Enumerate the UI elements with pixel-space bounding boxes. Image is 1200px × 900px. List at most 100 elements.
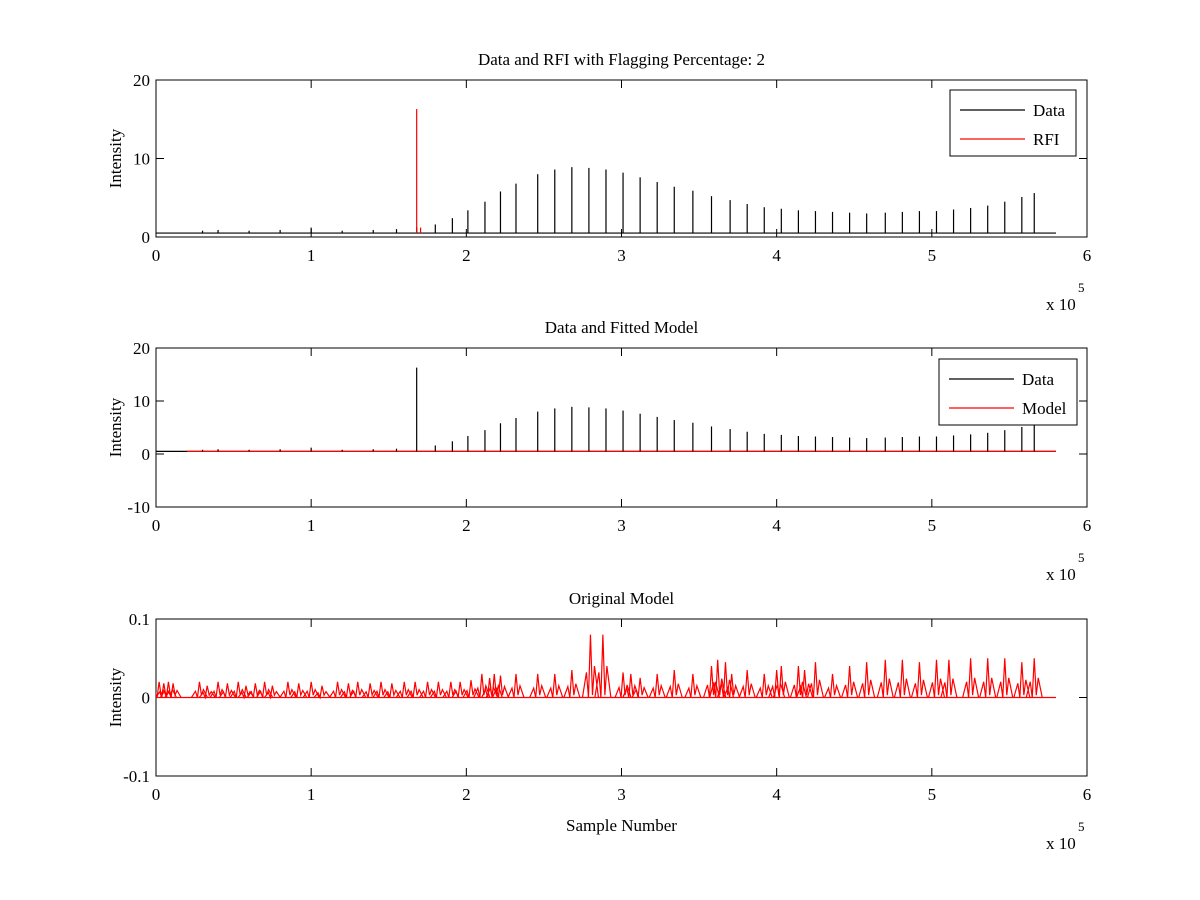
y-axis-label: Intensity	[106, 128, 125, 188]
y-tick-label: -10	[127, 498, 150, 517]
model-spike	[237, 685, 255, 700]
x-tick-label: 5	[928, 246, 937, 265]
model-spike	[979, 658, 997, 698]
model-spike	[372, 681, 390, 698]
model-spike	[841, 666, 859, 698]
model-spike	[1013, 662, 1031, 698]
model-spike	[229, 681, 247, 698]
legend-box	[949, 89, 1077, 157]
model-spike	[263, 685, 281, 700]
model-spike	[313, 685, 331, 700]
model-spike	[329, 681, 347, 698]
x-tick-label: 3	[617, 516, 626, 535]
model-spike	[806, 662, 825, 698]
model-spike	[485, 673, 503, 698]
model-spike	[256, 681, 274, 698]
model-spike	[546, 673, 564, 698]
y-tick-label: 0	[142, 228, 151, 247]
model-spike	[684, 673, 702, 698]
model-spike	[893, 659, 911, 698]
x-tick-label: 4	[772, 246, 781, 265]
y-tick-label: 20	[133, 71, 150, 90]
model-spike	[246, 683, 264, 698]
model-spike	[473, 673, 491, 698]
model-spike	[996, 658, 1014, 698]
x-multiplier-exponent: 5	[1078, 550, 1085, 565]
model-spike	[406, 681, 424, 698]
model-spike	[395, 681, 413, 698]
model-spike	[648, 673, 666, 698]
model-spike	[190, 681, 208, 698]
x-tick-label: 2	[462, 785, 471, 804]
model-spike	[339, 683, 357, 698]
model-spike	[302, 681, 320, 698]
x-tick-label: 6	[1083, 785, 1092, 804]
axes-frame	[155, 79, 1088, 238]
model-spike	[823, 673, 842, 698]
model-spike	[361, 683, 379, 698]
model-spike	[723, 673, 741, 698]
model-spike	[622, 673, 640, 698]
legend-box	[938, 358, 1078, 426]
model-spike	[716, 662, 735, 698]
y-axis-label: Intensity	[106, 667, 125, 727]
x-tick-label: 0	[152, 516, 161, 535]
legend-label: Data	[1022, 370, 1055, 389]
model-spike	[738, 669, 756, 698]
y-axis-label: Intensity	[106, 397, 125, 457]
x-multiplier-exponent: 5	[1078, 819, 1085, 834]
model-spike	[772, 666, 790, 698]
model-spike	[962, 658, 980, 698]
model-spike	[1025, 658, 1043, 698]
x-multiplier-label: x 10	[1046, 295, 1076, 314]
y-tick-label: 10	[133, 150, 150, 169]
x-tick-label: 5	[928, 785, 937, 804]
y-tick-label: 0.1	[129, 610, 150, 629]
model-spike	[198, 685, 216, 700]
x-tick-label: 0	[152, 785, 161, 804]
model-spike	[858, 662, 876, 698]
model-spike	[563, 669, 581, 698]
model-spike	[755, 673, 773, 698]
model-spike	[383, 683, 401, 698]
x-tick-label: 5	[928, 516, 937, 535]
x-tick-label: 3	[617, 785, 626, 804]
legend-label: Data	[1033, 101, 1066, 120]
model-spike	[796, 669, 814, 698]
model-spike	[462, 680, 480, 698]
x-tick-label: 2	[462, 246, 471, 265]
plot-area	[156, 634, 1056, 700]
model-spike	[665, 669, 683, 698]
y-tick-label: 0	[142, 445, 151, 464]
model-spike	[594, 634, 612, 698]
model-spike	[581, 634, 600, 698]
x-multiplier-exponent: 5	[1078, 280, 1085, 295]
y-tick-label: 20	[133, 339, 150, 358]
model-spike	[507, 673, 525, 698]
x-multiplier-label: x 10	[1046, 834, 1076, 853]
model-spike	[927, 659, 946, 698]
model-spike	[876, 659, 894, 698]
model-spike	[631, 677, 649, 698]
y-tick-label: -0.1	[123, 767, 150, 786]
x-tick-label: 1	[307, 785, 316, 804]
model-spike	[290, 683, 308, 698]
model-spike	[451, 681, 469, 698]
x-tick-label: 6	[1083, 246, 1092, 265]
model-spike	[789, 666, 807, 698]
subplot-title: Original Model	[569, 589, 675, 608]
model-spike	[491, 675, 510, 698]
model-spike	[910, 662, 929, 698]
model-spike	[209, 681, 227, 698]
x-tick-label: 4	[772, 785, 781, 804]
x-axis-label: Sample Number	[566, 816, 677, 835]
x-tick-label: 3	[617, 246, 626, 265]
model-spike	[164, 683, 182, 698]
x-tick-label: 0	[152, 246, 161, 265]
model-spike	[429, 681, 447, 698]
x-tick-label: 6	[1083, 516, 1092, 535]
model-spike	[529, 673, 547, 698]
